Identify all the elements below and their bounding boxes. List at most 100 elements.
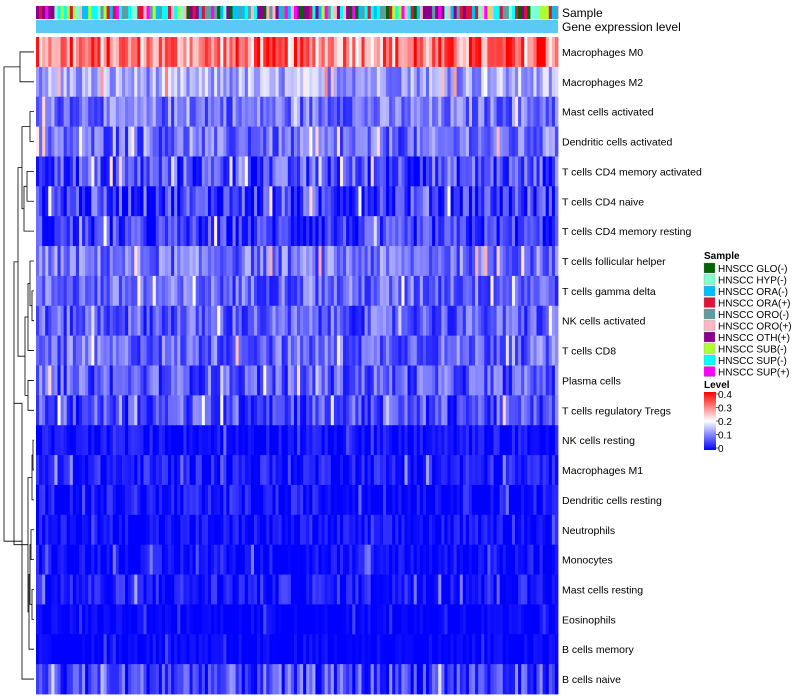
heatmap-cell [278,186,283,217]
sample-annotation-cell [392,6,396,19]
heatmap-cell [300,634,304,665]
heatmap-cell [100,574,104,605]
heatmap-cell [39,455,43,486]
heatmap-cell [312,484,316,516]
heatmap-cell [60,275,65,307]
heatmap-cell [186,126,190,157]
heatmap-cell [103,126,108,157]
heatmap-cell [511,604,516,635]
heatmap-cell [490,335,494,366]
heatmap-cell [60,216,65,247]
heatmap-cell [444,604,448,635]
heatmap-cell [275,96,279,127]
heatmap-cell [459,37,464,68]
heatmap-cell [94,216,98,247]
heatmap-cell [432,604,436,635]
sample-annotation-cell [69,6,74,19]
heatmap-cell [303,634,307,665]
heatmap-cell [177,365,181,396]
heatmap-cell [241,365,246,396]
heatmap-cell [367,37,372,68]
heatmap-cell [39,664,43,695]
heatmap-cell [257,514,261,546]
heatmap-cell [284,664,289,695]
heatmap-cell [339,335,344,366]
heatmap-cell [536,186,540,217]
heatmap-cell [78,365,83,396]
heatmap-cell [36,96,40,127]
heatmap-cell [459,156,464,187]
heatmap-cell [118,37,123,68]
heatmap-cell [207,126,212,157]
heatmap-cell [168,186,172,217]
sample-annotation-cell [459,6,464,19]
heatmap-cell [54,156,58,187]
heatmap-cell [346,126,350,157]
heatmap-cell [379,96,384,127]
heatmap-cell [515,156,519,187]
heatmap-cell [155,126,160,157]
heatmap-cell [128,425,132,456]
heatmap-cell [275,275,279,307]
heatmap-cell [355,514,359,546]
heatmap-cell [416,455,421,486]
heatmap-cell [232,37,236,68]
heatmap-cell [309,484,313,516]
heatmap-cell [493,664,497,695]
heatmap-cell [207,455,212,486]
heatmap-cell [201,365,206,396]
heatmap-cell [91,664,95,695]
heatmap-cell [284,634,289,665]
heatmap-cell [376,484,381,516]
sample-annotation-cell [198,6,203,19]
heatmap-cell [183,335,187,366]
heatmap-cell [263,604,267,635]
heatmap-cell [539,186,544,217]
heatmap-cell [330,186,335,217]
heatmap-cell [174,514,178,546]
heatmap-cell [115,604,120,635]
heatmap-cell [121,484,126,516]
heatmap-cell [527,514,531,546]
heatmap-cell [121,335,126,366]
heatmap-cell [78,664,83,695]
heatmap-cell [346,455,350,486]
heatmap-cell [496,156,501,187]
heatmap-cell [321,305,326,337]
heatmap-cell [376,66,381,98]
heatmap-cell [241,664,246,695]
heatmap-cell [57,634,61,665]
heatmap-cell [450,634,454,665]
heatmap-cell [422,96,427,127]
heatmap-cell [88,126,92,157]
sample-annotation-cell [425,6,430,19]
heatmap-cell [94,455,98,486]
heatmap-cell [530,604,534,635]
heatmap-cell [263,484,267,516]
sample-annotation-cell [539,6,544,19]
heatmap-cell [456,335,461,366]
heatmap-cell [189,544,193,575]
heatmap-cell [146,604,151,635]
heatmap-cell [435,365,439,396]
heatmap-cell [410,305,415,337]
heatmap-cell [496,395,501,426]
heatmap-cell [361,544,365,575]
row-label: Macrophages M2 [562,77,643,89]
heatmap-cell [382,395,387,426]
heatmap-cell [85,275,89,307]
heatmap-cell [75,37,80,68]
heatmap-cell [281,156,286,187]
heatmap-cell [515,634,519,665]
heatmap-cell [66,305,71,337]
heatmap-cell [493,96,497,127]
heatmap-cell [370,455,375,486]
heatmap-cell [109,574,114,605]
heatmap-cell [128,156,132,187]
heatmap-cell [174,395,178,426]
heatmap-cell [97,66,101,98]
heatmap-cell [257,664,261,695]
heatmap-cell [318,455,322,486]
heatmap-cell [220,216,224,247]
heatmap-cell [521,604,525,635]
